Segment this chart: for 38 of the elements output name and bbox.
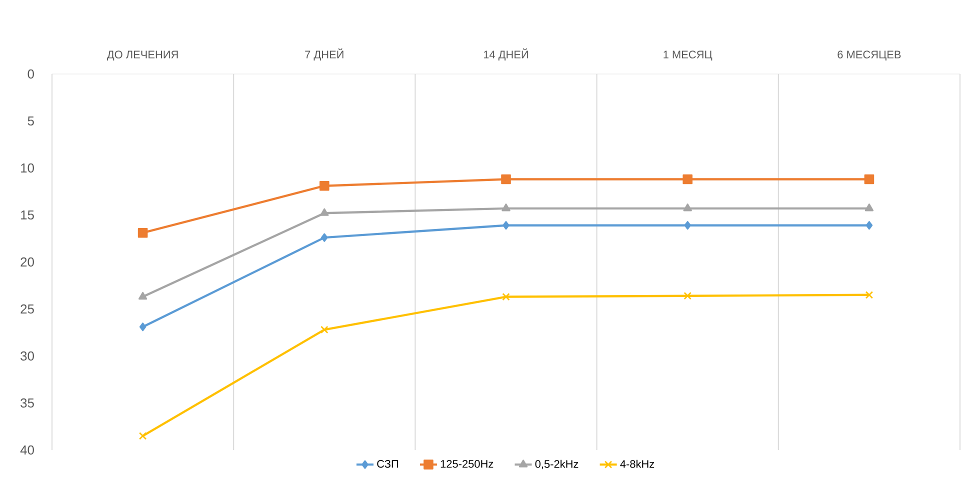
legend-label: 125-250Hz (440, 460, 494, 468)
legend-label: СЗП (377, 460, 398, 468)
point (866, 221, 873, 230)
x-tick-label: 14 ДНЕЙ (484, 48, 528, 60)
point (320, 208, 329, 216)
y-tick-label: 20 (20, 257, 34, 267)
point (683, 204, 692, 212)
point (684, 292, 692, 300)
point (865, 291, 874, 299)
x-tick-label: 7 ДНЕЙ (305, 48, 344, 60)
x-tick-label: 6 МЕСЯЦЕВ (838, 50, 901, 60)
y-tick-label: 15 (21, 210, 34, 220)
y-tick-label: 40 (20, 445, 34, 455)
point (864, 174, 874, 184)
point (138, 432, 147, 440)
point (502, 221, 510, 230)
point (502, 292, 510, 301)
legend-label: 0,5-2kHz (535, 460, 578, 470)
point (320, 180, 330, 191)
point (682, 174, 693, 184)
point (684, 221, 692, 230)
y-tick-label: 5 (28, 116, 34, 126)
point (502, 204, 510, 212)
point (138, 292, 148, 300)
x-tick-label: 1 МЕСЯЦ (664, 50, 712, 60)
legend-label: 4-8kHz (620, 460, 654, 468)
y-tick-label: 0 (28, 69, 34, 79)
y-tick-label: 25 (20, 304, 34, 314)
point (501, 174, 511, 184)
point (864, 204, 874, 212)
y-tick-label: 35 (20, 398, 34, 408)
x-tick-label: ДО ЛЕЧЕНИЯ (106, 50, 178, 60)
point (321, 233, 328, 242)
point (139, 322, 146, 332)
point (320, 326, 328, 334)
point (138, 228, 148, 238)
y-tick-label: 10 (21, 163, 34, 173)
y-tick-label: 30 (20, 351, 34, 361)
